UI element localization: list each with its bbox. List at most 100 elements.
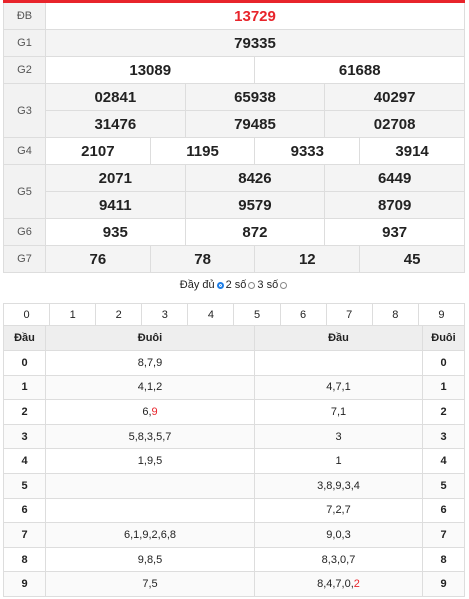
tails-cell: 6,9 (45, 399, 255, 425)
heads-cell: 8,3,0,7 (254, 546, 423, 573)
result-row: 31476 79485 02708 (4, 110, 465, 138)
loto-digits: 9,0,3 (326, 528, 351, 541)
radio[interactable] (280, 281, 288, 289)
heads-cell: 8,4,7,0,2 (254, 571, 423, 597)
digit: 1 (49, 303, 97, 326)
loto-row: 5 3,8,9,3,4 5 (3, 472, 465, 499)
result-row: G4 2107 1195 9333 3914 (3, 137, 465, 165)
prize-number: 872 (184, 218, 326, 246)
loto-digits: 8,3,0,7 (321, 553, 356, 566)
loto-digits: 6,1,9,2,6,8 (124, 528, 176, 541)
prize-number: 12 (254, 245, 361, 273)
tails-cell: 7,5 (45, 571, 255, 597)
tails-cell: 9,8,5 (45, 546, 255, 573)
loto-digits: 2 (353, 578, 360, 591)
result-row: G7 76 78 12 45 (3, 245, 465, 273)
loto-row: 2 6,9 7,1 2 (3, 399, 465, 425)
result-row: G6 935 872 937 (3, 218, 465, 246)
prize-number: 8426 (184, 164, 326, 192)
digit: 7 (325, 303, 373, 326)
prize-number: 2071 (45, 164, 186, 192)
loto-row: 9 7,5 8,4,7,0,2 9 (3, 571, 465, 597)
head-digit: 2 (3, 399, 46, 425)
loto-digits: 8,7,9 (137, 356, 163, 369)
tails-cell: 4,1,2 (45, 374, 255, 401)
head-digit: 6 (3, 497, 46, 524)
tails-cell (45, 497, 255, 524)
loto-digits: 3,8,9,3,4 (317, 479, 360, 492)
prize-label: G7 (3, 245, 46, 273)
loto-digits: 4,1,2 (137, 381, 163, 394)
prize-label: G6 (3, 218, 46, 246)
head-digit: 5 (3, 472, 46, 499)
result-row: G5 2071 8426 6449 (3, 164, 465, 219)
loto-header-cell: Đuôi (422, 325, 465, 351)
tails-cell: 6,1,9,2,6,8 (45, 522, 255, 548)
radio[interactable] (216, 281, 224, 289)
prize-number: 79335 (45, 29, 465, 57)
prize-number: 78 (149, 245, 256, 273)
digit: 4 (187, 303, 235, 326)
loto-digits: 1,9,5 (137, 455, 163, 468)
loto-digits: 3 (335, 430, 342, 443)
prize-number: 31476 (45, 110, 186, 138)
tail-digit: 0 (422, 350, 465, 376)
digit: 9 (417, 303, 466, 326)
tail-digit: 7 (422, 522, 465, 548)
tail-digit: 5 (422, 472, 465, 499)
loto-table: Đầu Đuôi Đầu Đuôi 0 8,7,9 0 1 4,1,2 4,7,1 1 2 6,9 7,1… (3, 325, 465, 597)
prize-number: 02708 (324, 110, 465, 138)
heads-cell: 7,2,7 (254, 497, 423, 524)
head-digit: 8 (3, 546, 46, 573)
tails-cell (45, 472, 255, 499)
prize-number: 61688 (254, 56, 465, 84)
loto-digits: 5,8,3,5,7 (128, 430, 172, 443)
head-digit: 0 (3, 350, 46, 376)
prize-number: 02841 (45, 83, 186, 111)
heads-cell: 7,1 (254, 399, 423, 425)
prize-number: 1195 (149, 137, 256, 165)
filter-label: 3 số (257, 279, 279, 291)
radio[interactable] (248, 281, 256, 289)
digit: 5 (233, 303, 281, 326)
loto-digits: 7,1 (330, 405, 347, 418)
prize-number: 3914 (359, 137, 465, 165)
prize-number: 9333 (254, 137, 361, 165)
loto-row: 1 4,1,2 4,7,1 1 (3, 374, 465, 401)
prize-number: 13729 (45, 1, 465, 30)
loto-digits: 1 (335, 455, 342, 468)
prize-number: 65938 (184, 83, 326, 111)
tail-digit: 1 (422, 374, 465, 401)
tail-digit: 2 (422, 399, 465, 425)
prize-number: 9411 (45, 191, 186, 219)
filter-label: Đầy đủ (179, 279, 215, 291)
loto-digits: 4,7,1 (326, 381, 351, 394)
result-row: 9411 9579 8709 (4, 191, 465, 219)
prize-number: 45 (359, 245, 465, 273)
loto-digits: 7,5 (142, 578, 158, 591)
prize-number: 2107 (45, 137, 151, 165)
loto-digits: 9 (151, 405, 158, 418)
heads-cell (254, 350, 423, 376)
head-digit: 3 (3, 423, 46, 450)
loto-header: Đầu Đuôi Đầu Đuôi (3, 325, 465, 351)
loto-digits: 8,4,7,0, (317, 578, 354, 591)
head-digit: 4 (3, 448, 46, 474)
digit: 2 (95, 303, 143, 326)
prize-label: ĐB (3, 1, 46, 30)
heads-cell: 3,8,9,3,4 (254, 472, 423, 499)
prize-number: 9579 (184, 191, 326, 219)
digit: 8 (371, 303, 419, 326)
loto-header-cell: Đầu (3, 325, 46, 351)
loto-row: 6 7,2,7 6 (3, 497, 465, 524)
tail-digit: 6 (422, 497, 465, 524)
prize-label: G4 (3, 137, 46, 165)
tails-cell: 5,8,3,5,7 (45, 423, 255, 450)
digit: 6 (279, 303, 327, 326)
result-row: G3 02841 65938 40297 (3, 83, 465, 138)
head-digit: 7 (3, 522, 46, 548)
result-row: G1 79335 (3, 29, 465, 57)
prize-label: G1 (3, 29, 46, 57)
